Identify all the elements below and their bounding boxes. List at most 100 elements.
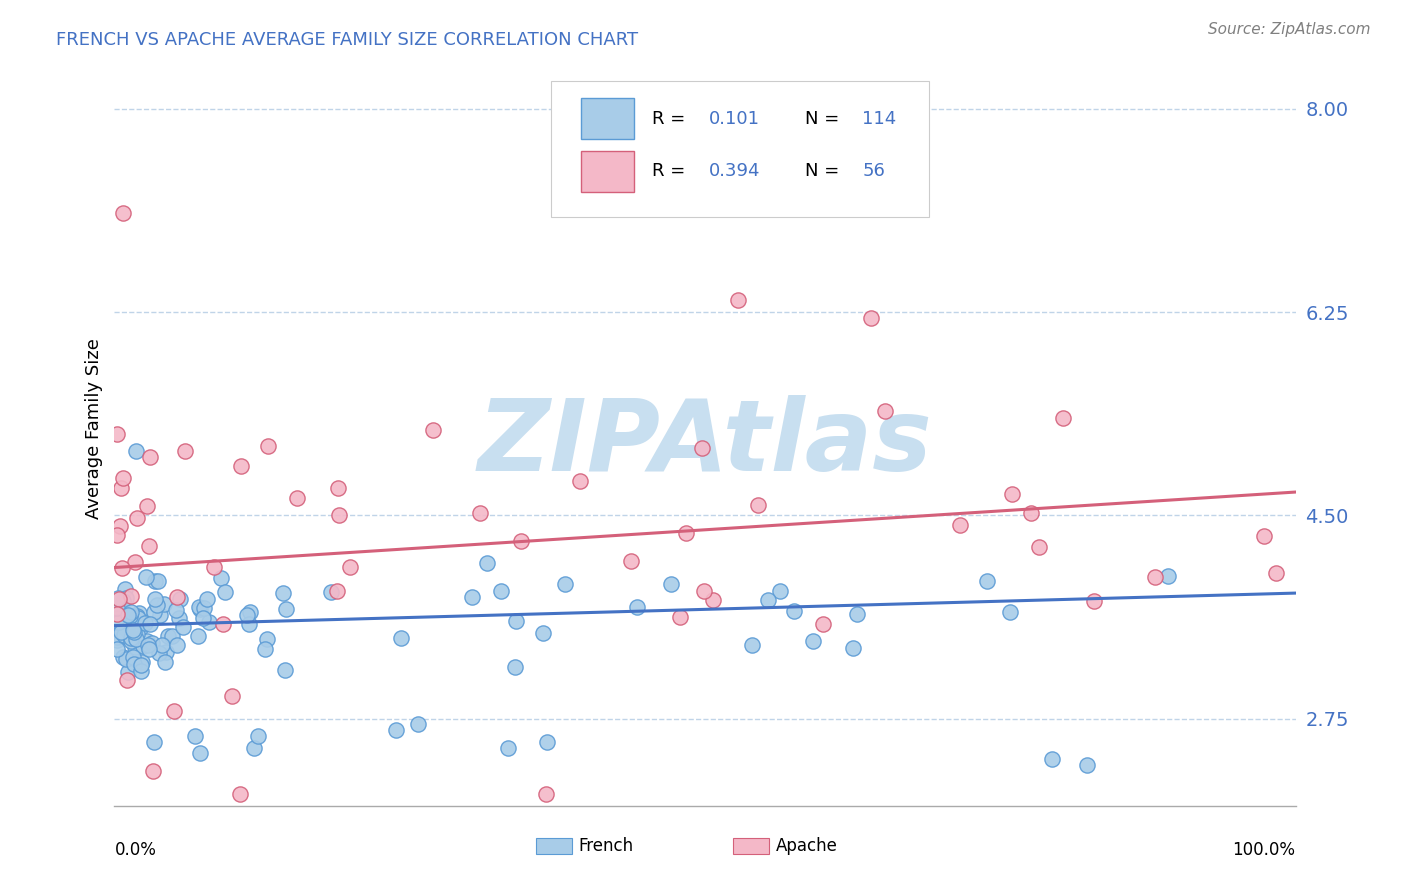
- Text: ZIPAtlas: ZIPAtlas: [478, 395, 932, 491]
- Text: R =: R =: [652, 110, 690, 128]
- Point: [105, 633, 128, 648]
- Point: [148, 646, 170, 660]
- Point: [659, 577, 682, 591]
- Point: [187, 630, 209, 644]
- Point: [149, 607, 172, 622]
- Point: [108, 519, 131, 533]
- Point: [221, 689, 243, 703]
- Point: [105, 427, 128, 442]
- Point: [1000, 605, 1022, 619]
- Point: [145, 598, 167, 612]
- Point: [134, 615, 156, 630]
- Point: [243, 740, 266, 755]
- Point: [166, 590, 188, 604]
- Point: [229, 459, 252, 474]
- Point: [531, 626, 554, 640]
- Point: [273, 663, 295, 677]
- Point: [254, 641, 277, 656]
- Point: [198, 615, 221, 630]
- Point: [626, 600, 648, 615]
- Point: [152, 597, 174, 611]
- Point: [422, 423, 444, 437]
- Point: [1001, 486, 1024, 500]
- Point: [212, 617, 235, 632]
- Point: [184, 729, 207, 743]
- Point: [271, 585, 294, 599]
- Point: [143, 592, 166, 607]
- Text: 0.0%: 0.0%: [114, 841, 156, 859]
- Point: [675, 525, 697, 540]
- Point: [554, 577, 576, 591]
- Point: [120, 590, 142, 604]
- Text: 100.0%: 100.0%: [1233, 841, 1295, 859]
- Point: [801, 633, 824, 648]
- Text: N =: N =: [806, 162, 845, 180]
- Point: [135, 570, 157, 584]
- Point: [188, 747, 211, 761]
- Point: [110, 481, 132, 495]
- Point: [124, 640, 146, 654]
- Point: [842, 641, 865, 656]
- Point: [128, 614, 150, 628]
- Point: [141, 636, 163, 650]
- Text: N =: N =: [806, 110, 845, 128]
- Point: [115, 591, 138, 606]
- Point: [257, 439, 280, 453]
- Point: [193, 601, 215, 615]
- Point: [873, 404, 896, 418]
- Point: [105, 611, 128, 625]
- Point: [165, 602, 187, 616]
- Point: [108, 592, 131, 607]
- Point: [1040, 752, 1063, 766]
- Point: [256, 632, 278, 647]
- Point: [1144, 570, 1167, 584]
- Point: [568, 474, 591, 488]
- Point: [460, 590, 482, 604]
- Point: [143, 574, 166, 588]
- Point: [125, 444, 148, 458]
- Point: [860, 310, 883, 325]
- Point: [169, 592, 191, 607]
- Point: [845, 607, 868, 622]
- Point: [949, 517, 972, 532]
- Point: [191, 611, 214, 625]
- Point: [503, 660, 526, 674]
- Point: [274, 601, 297, 615]
- Point: [111, 561, 134, 575]
- Point: [188, 599, 211, 614]
- Point: [105, 528, 128, 542]
- Point: [195, 591, 218, 606]
- Point: [475, 556, 498, 570]
- Point: [138, 641, 160, 656]
- Point: [111, 471, 134, 485]
- Point: [142, 605, 165, 619]
- Point: [536, 787, 558, 801]
- Point: [110, 625, 132, 640]
- Point: [326, 583, 349, 598]
- Point: [209, 571, 232, 585]
- Point: [328, 508, 350, 522]
- Point: [384, 723, 406, 738]
- Point: [389, 632, 412, 646]
- Text: 0.394: 0.394: [709, 162, 761, 180]
- Point: [326, 481, 349, 495]
- Point: [976, 574, 998, 588]
- Point: [811, 616, 834, 631]
- Point: [139, 450, 162, 465]
- Point: [236, 607, 259, 622]
- Point: [727, 293, 749, 308]
- Point: [620, 554, 643, 568]
- Point: [1253, 529, 1275, 543]
- Point: [117, 607, 139, 622]
- Point: [122, 657, 145, 672]
- Point: [246, 729, 269, 743]
- Point: [1265, 566, 1288, 580]
- Point: [238, 617, 260, 632]
- Point: [105, 630, 128, 644]
- Point: [339, 559, 361, 574]
- Point: [131, 640, 153, 654]
- Point: [167, 611, 190, 625]
- Point: [690, 441, 713, 455]
- Point: [1083, 593, 1105, 607]
- Point: [111, 593, 134, 607]
